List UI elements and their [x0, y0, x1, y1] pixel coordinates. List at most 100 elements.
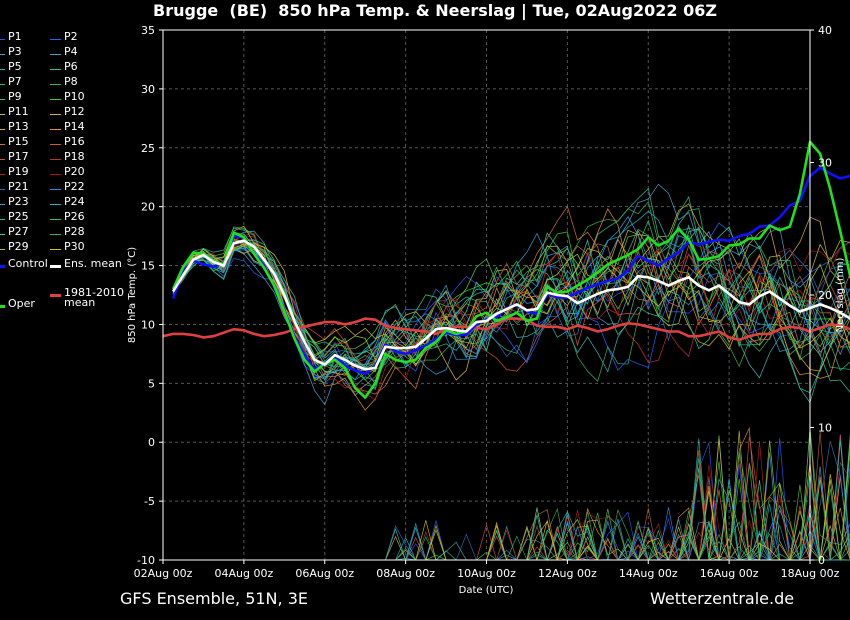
- member-line-p28: [172, 232, 850, 391]
- x-tick-label: 02Aug 00z: [134, 567, 193, 580]
- y2-axis-label: Neerslag (mm): [835, 257, 846, 332]
- legend-p11-swatch: [0, 114, 5, 115]
- legend-p17-swatch: [0, 159, 5, 160]
- legend-p14-label: P14: [64, 120, 85, 133]
- legend-p30-swatch: [50, 249, 61, 250]
- legend-p25-swatch: [0, 219, 5, 220]
- legend-p8-swatch: [50, 84, 61, 85]
- legend: P1 P2 P3 P4 P5 P6 P7 P8 P9 P10 P11 P12 P13 P14 P15 P16 P…: [0, 30, 130, 322]
- legend-p4-swatch: [50, 54, 61, 55]
- legend-p25-label: P25: [8, 210, 29, 223]
- y-tick-label: 15: [141, 260, 155, 273]
- legend-p14-swatch: [50, 129, 61, 130]
- legend-p7-label: P7: [8, 75, 22, 88]
- model-caption: GFS Ensemble, 51N, 3E: [120, 589, 308, 608]
- legend-p3-label: P3: [8, 45, 22, 58]
- climate-mean-line: [162, 317, 850, 342]
- chart-title: Brugge (BE) 850 hPa Temp. & Neerslag | T…: [153, 1, 717, 20]
- y-tick-label: 30: [141, 83, 155, 96]
- legend-p28-swatch: [50, 234, 61, 235]
- x-tick-label: 10Aug 00z: [457, 567, 516, 580]
- member-line-p25: [172, 232, 850, 393]
- legend-p30-label: P30: [64, 240, 85, 253]
- legend-p17-label: P17: [8, 150, 29, 163]
- member-line-p10: [172, 226, 850, 381]
- legend-p2-swatch: [50, 39, 61, 40]
- y-tick-label: 10: [141, 318, 155, 331]
- x-tick-label: 18Aug 00z: [781, 567, 840, 580]
- legend-p24-swatch: [50, 204, 61, 205]
- legend-p18-swatch: [50, 159, 61, 160]
- legend-p13-swatch: [0, 129, 5, 130]
- legend-p6-label: P6: [64, 60, 78, 73]
- legend-oper-swatch: [0, 305, 5, 308]
- legend-control-swatch: [0, 265, 5, 268]
- member-line-p26: [172, 208, 850, 372]
- y2-tick-label: 30: [818, 157, 832, 170]
- legend-p22-swatch: [50, 189, 61, 190]
- y-tick-label: 25: [141, 142, 155, 155]
- x-tick-label: 14Aug 00z: [619, 567, 678, 580]
- legend-p1-swatch: [0, 39, 5, 40]
- legend-p11-label: P11: [8, 105, 29, 118]
- legend-p16-label: P16: [64, 135, 85, 148]
- main-series: [162, 140, 850, 399]
- legend-p15-label: P15: [8, 135, 29, 148]
- legend-p16-swatch: [50, 144, 61, 145]
- member-line-p2: [172, 222, 850, 385]
- legend-p2-label: P2: [64, 30, 78, 43]
- y2-tick-label: 10: [818, 422, 832, 435]
- site-caption: Wetterzentrale.de: [650, 589, 795, 608]
- y2-axis-ticks: 40 30 20 10 0: [810, 24, 832, 567]
- legend-p27-swatch: [0, 234, 5, 235]
- legend-p20-swatch: [50, 174, 61, 175]
- legend-p24-label: P24: [64, 195, 85, 208]
- legend-p26-swatch: [50, 219, 61, 220]
- legend-p18-label: P18: [64, 150, 85, 163]
- legend-p5-label: P5: [8, 60, 22, 73]
- legend-oper-label: Oper: [8, 297, 35, 310]
- legend-p1-label: P1: [8, 30, 22, 43]
- legend-p13-label: P13: [8, 120, 29, 133]
- member-line-p18: [172, 236, 850, 364]
- y-tick-label: -10: [137, 554, 155, 567]
- legend-p15-swatch: [0, 144, 5, 145]
- legend-p12-swatch: [50, 114, 61, 115]
- legend-p21-swatch: [0, 189, 5, 190]
- legend-p19-label: P19: [8, 165, 29, 178]
- y-axis-ticks: 35 30 25 20 15 10 5 0 -5 -10: [137, 24, 163, 567]
- x-tick-label: 08Aug 00z: [376, 567, 435, 580]
- y-tick-label: -5: [144, 495, 155, 508]
- legend-p29-swatch: [0, 249, 5, 250]
- control-line: [171, 166, 850, 376]
- legend-control-label: Control: [8, 257, 48, 270]
- legend-p21-label: P21: [8, 180, 29, 193]
- x-tick-label: 06Aug 00z: [295, 567, 354, 580]
- legend-ens-mean-swatch: [50, 265, 61, 268]
- legend-p29-label: P29: [8, 240, 29, 253]
- legend-p26-label: P26: [64, 210, 85, 223]
- member-line-p30: [172, 225, 850, 367]
- y-axis-label: 850 hPa Temp. (°C): [127, 247, 138, 343]
- legend-p10-swatch: [50, 99, 61, 100]
- legend-p12-label: P12: [64, 105, 85, 118]
- legend-p8-label: P8: [64, 75, 78, 88]
- y-tick-label: 35: [141, 24, 155, 37]
- legend-p9-swatch: [0, 99, 5, 100]
- legend-p5-swatch: [0, 69, 5, 70]
- legend-p19-swatch: [0, 174, 5, 175]
- y2-tick-label: 40: [818, 24, 832, 37]
- legend-p20-label: P20: [64, 165, 85, 178]
- legend-p23-swatch: [0, 204, 5, 205]
- legend-p27-label: P27: [8, 225, 29, 238]
- legend-p6-swatch: [50, 69, 61, 70]
- x-axis-ticks: 02Aug 00z 04Aug 00z 06Aug 00z 08Aug 00z 10Au…: [134, 560, 840, 580]
- legend-p22-label: P22: [64, 180, 85, 193]
- ensemble-mean-line: [171, 239, 850, 371]
- x-tick-label: 04Aug 00z: [215, 567, 274, 580]
- legend-ens-mean-label: Ens. mean: [64, 257, 122, 270]
- legend-p7-swatch: [0, 84, 5, 85]
- legend-p23-label: P23: [8, 195, 29, 208]
- y-tick-label: 5: [148, 377, 155, 390]
